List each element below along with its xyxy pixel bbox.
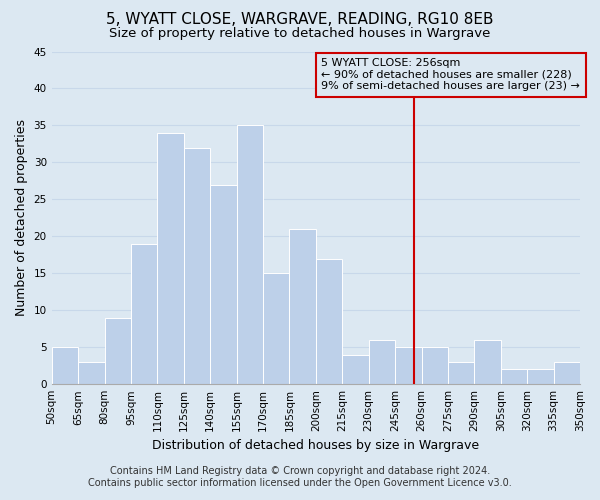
- Bar: [316, 258, 342, 384]
- Text: Contains HM Land Registry data © Crown copyright and database right 2024.
Contai: Contains HM Land Registry data © Crown c…: [88, 466, 512, 487]
- X-axis label: Distribution of detached houses by size in Wargrave: Distribution of detached houses by size …: [152, 440, 479, 452]
- Bar: [78, 362, 104, 384]
- Text: 5 WYATT CLOSE: 256sqm
← 90% of detached houses are smaller (228)
9% of semi-deta: 5 WYATT CLOSE: 256sqm ← 90% of detached …: [321, 58, 580, 92]
- Y-axis label: Number of detached properties: Number of detached properties: [15, 120, 28, 316]
- Bar: [395, 347, 422, 384]
- Bar: [554, 362, 580, 384]
- Bar: [421, 347, 448, 384]
- Bar: [501, 370, 527, 384]
- Bar: [157, 133, 184, 384]
- Bar: [52, 347, 78, 384]
- Bar: [475, 340, 501, 384]
- Bar: [527, 370, 554, 384]
- Bar: [131, 244, 157, 384]
- Bar: [448, 362, 475, 384]
- Bar: [368, 340, 395, 384]
- Bar: [342, 354, 368, 384]
- Bar: [184, 148, 210, 384]
- Bar: [210, 184, 236, 384]
- Text: Size of property relative to detached houses in Wargrave: Size of property relative to detached ho…: [109, 28, 491, 40]
- Bar: [263, 274, 289, 384]
- Text: 5, WYATT CLOSE, WARGRAVE, READING, RG10 8EB: 5, WYATT CLOSE, WARGRAVE, READING, RG10 …: [106, 12, 494, 28]
- Bar: [104, 318, 131, 384]
- Bar: [236, 126, 263, 384]
- Bar: [289, 229, 316, 384]
